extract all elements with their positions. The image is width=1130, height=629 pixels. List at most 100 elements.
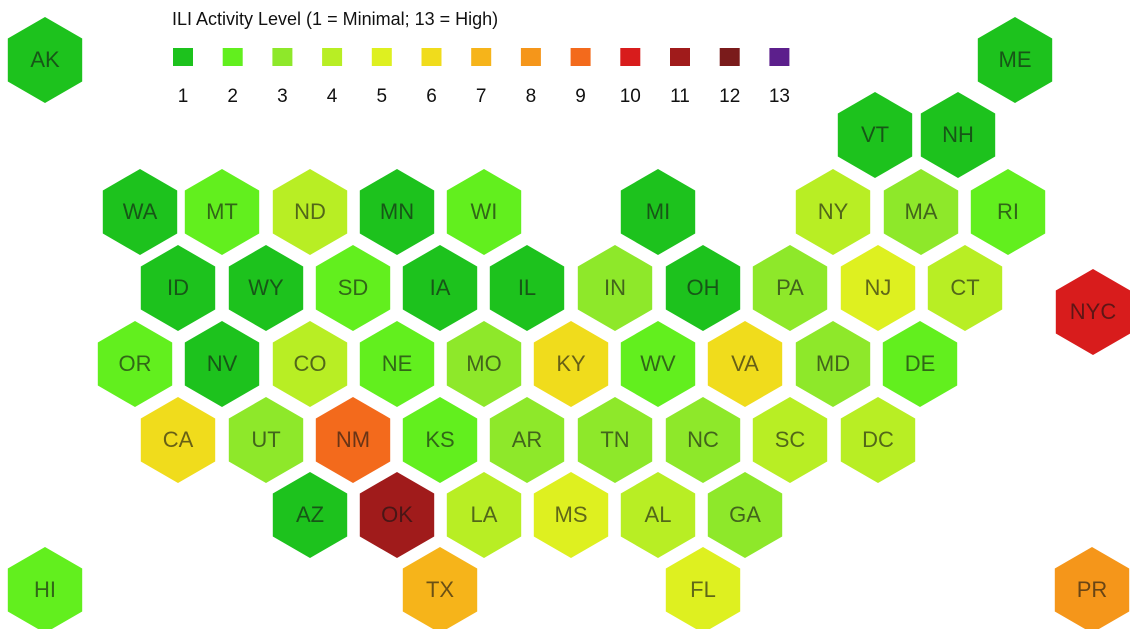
state-hex bbox=[359, 321, 435, 407]
state-hex bbox=[927, 245, 1003, 331]
state-label: NYC bbox=[1070, 299, 1117, 324]
state-hex bbox=[359, 472, 435, 558]
state-label: NJ bbox=[865, 275, 892, 300]
state-hex bbox=[840, 397, 916, 483]
state-label: CO bbox=[294, 351, 327, 376]
state-label: SD bbox=[338, 275, 369, 300]
legend-label: 3 bbox=[277, 86, 288, 107]
state-label: AR bbox=[512, 427, 543, 452]
state-hex bbox=[402, 397, 478, 483]
state-hex bbox=[665, 547, 741, 629]
state-hex bbox=[977, 17, 1053, 103]
state-hex bbox=[533, 321, 609, 407]
legend-swatch bbox=[620, 48, 641, 66]
state-hex bbox=[489, 245, 565, 331]
state-label: VT bbox=[861, 122, 889, 147]
state-label: WI bbox=[471, 199, 498, 224]
legend-swatch bbox=[322, 48, 343, 66]
legend-label: 10 bbox=[620, 86, 641, 107]
legend-swatch bbox=[222, 48, 243, 66]
state-label: MD bbox=[816, 351, 850, 376]
state-label: KY bbox=[556, 351, 586, 376]
state-hex bbox=[102, 169, 178, 255]
state-label: FL bbox=[690, 577, 716, 602]
state-hex bbox=[577, 245, 653, 331]
state-hex bbox=[402, 547, 478, 629]
state-hex bbox=[882, 321, 958, 407]
state-hex bbox=[1054, 547, 1130, 629]
state-hex bbox=[489, 397, 565, 483]
state-hex bbox=[795, 169, 871, 255]
state-label: TX bbox=[426, 577, 454, 602]
state-hex bbox=[184, 169, 260, 255]
state-hex bbox=[577, 397, 653, 483]
state-label: IL bbox=[518, 275, 536, 300]
state-label: CA bbox=[163, 427, 194, 452]
legend-label: 5 bbox=[377, 86, 388, 107]
state-hex bbox=[707, 321, 783, 407]
state-label: PA bbox=[776, 275, 804, 300]
legend-label: 7 bbox=[476, 86, 487, 107]
state-label: MT bbox=[206, 199, 238, 224]
state-hex bbox=[97, 321, 173, 407]
state-label: WV bbox=[640, 351, 676, 376]
state-hex bbox=[315, 397, 391, 483]
legend-label: 1 bbox=[178, 86, 189, 107]
state-label: PR bbox=[1077, 577, 1108, 602]
state-label: OH bbox=[687, 275, 720, 300]
state-label: TN bbox=[600, 427, 629, 452]
state-hex bbox=[7, 17, 83, 103]
legend-label: 8 bbox=[526, 86, 537, 107]
state-label: AZ bbox=[296, 502, 324, 527]
legend-label: 12 bbox=[719, 86, 740, 107]
state-label: ID bbox=[167, 275, 189, 300]
state-label: IA bbox=[430, 275, 451, 300]
state-hex bbox=[533, 472, 609, 558]
state-label: MI bbox=[646, 199, 670, 224]
legend-label: 4 bbox=[327, 86, 338, 107]
state-label: DC bbox=[862, 427, 894, 452]
state-hex bbox=[1055, 269, 1130, 355]
state-hex bbox=[272, 321, 348, 407]
legend-swatch bbox=[670, 48, 690, 66]
legend-swatch bbox=[471, 48, 492, 66]
state-hex bbox=[752, 397, 828, 483]
legend-swatch bbox=[570, 48, 591, 66]
state-hex bbox=[446, 321, 522, 407]
legend-swatch bbox=[421, 48, 442, 66]
legend-label: 2 bbox=[227, 86, 238, 107]
legend-label: 13 bbox=[769, 86, 790, 107]
state-hex bbox=[920, 92, 996, 178]
state-label: LA bbox=[471, 502, 498, 527]
legend-swatch bbox=[371, 48, 392, 66]
state-hex bbox=[883, 169, 959, 255]
state-label: NH bbox=[942, 122, 974, 147]
state-label: AL bbox=[645, 502, 672, 527]
state-hex bbox=[402, 245, 478, 331]
legend-title: ILI Activity Level (1 = Minimal; 13 = Hi… bbox=[172, 9, 498, 29]
state-hex bbox=[970, 169, 1046, 255]
state-label: OR bbox=[119, 351, 152, 376]
state-hex bbox=[446, 169, 522, 255]
state-label: WY bbox=[248, 275, 284, 300]
state-label: NM bbox=[336, 427, 370, 452]
state-label: ND bbox=[294, 199, 326, 224]
state-label: CT bbox=[950, 275, 979, 300]
state-label: IN bbox=[604, 275, 626, 300]
state-label: SC bbox=[775, 427, 806, 452]
state-hex bbox=[228, 397, 304, 483]
state-hex bbox=[228, 245, 304, 331]
state-label: RI bbox=[997, 199, 1019, 224]
legend-label: 11 bbox=[670, 86, 690, 107]
state-hex bbox=[665, 397, 741, 483]
state-label: NE bbox=[382, 351, 413, 376]
state-label: GA bbox=[729, 502, 761, 527]
legend-swatch bbox=[520, 48, 541, 66]
state-label: VA bbox=[731, 351, 759, 376]
legend-swatch bbox=[173, 48, 193, 66]
state-label: UT bbox=[251, 427, 280, 452]
legend-swatch bbox=[719, 48, 740, 66]
legend-swatch bbox=[769, 48, 790, 66]
